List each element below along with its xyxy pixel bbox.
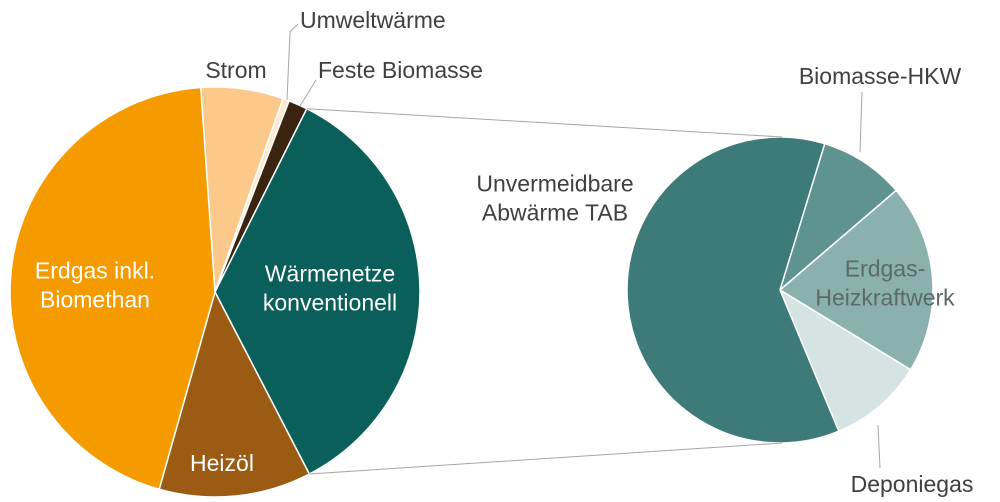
label-line: Feste Biomasse [318,57,483,83]
pie-slice [9,86,216,491]
leader-line [286,23,299,101]
leader-line [859,91,863,153]
pie-slice [778,189,934,371]
slice-label: Unvermeidbare Abwärme TAB [476,171,633,226]
label-line: Unvermeidbare [476,171,633,197]
slice-label: Erdgas- Heizkraftwerk [815,256,955,311]
label-line: Deponiegas [851,471,974,497]
label-line: Umweltwärme [300,7,446,33]
label-line: Wärmenetze [265,261,395,287]
connector [306,108,783,138]
slice-label: Deponiegas [851,471,974,497]
connector [309,442,783,475]
label-line: Heizkraftwerk [815,285,955,311]
slice-label: Umweltwärme [300,7,446,33]
pie-slice [626,136,840,444]
slice-label: Wärmenetze konventionell [263,261,397,316]
slice-label: Strom [205,57,266,83]
leader-line [877,424,881,469]
pie-slice [158,289,311,498]
slice-label: Erdgas inkl. Biomethan [35,258,155,313]
slice-label: Feste Biomasse [318,57,483,83]
pie-slice [778,142,898,293]
pie-slice [778,288,912,433]
label-line: Abwärme TAB [482,200,628,226]
label-line: Biomasse-HKW [799,63,962,89]
label-line: Heizöl [190,450,254,476]
slice-label: Heizöl [190,450,254,476]
leader-line [299,79,317,107]
slice-label: Biomasse-HKW [799,63,962,89]
label-line: Erdgas inkl. [35,258,155,284]
label-line: Erdgas- [845,256,926,282]
label-line: konventionell [263,290,397,316]
label-line: Biomethan [40,287,150,313]
pie-slice [214,107,421,476]
label-line: Strom [205,57,266,83]
